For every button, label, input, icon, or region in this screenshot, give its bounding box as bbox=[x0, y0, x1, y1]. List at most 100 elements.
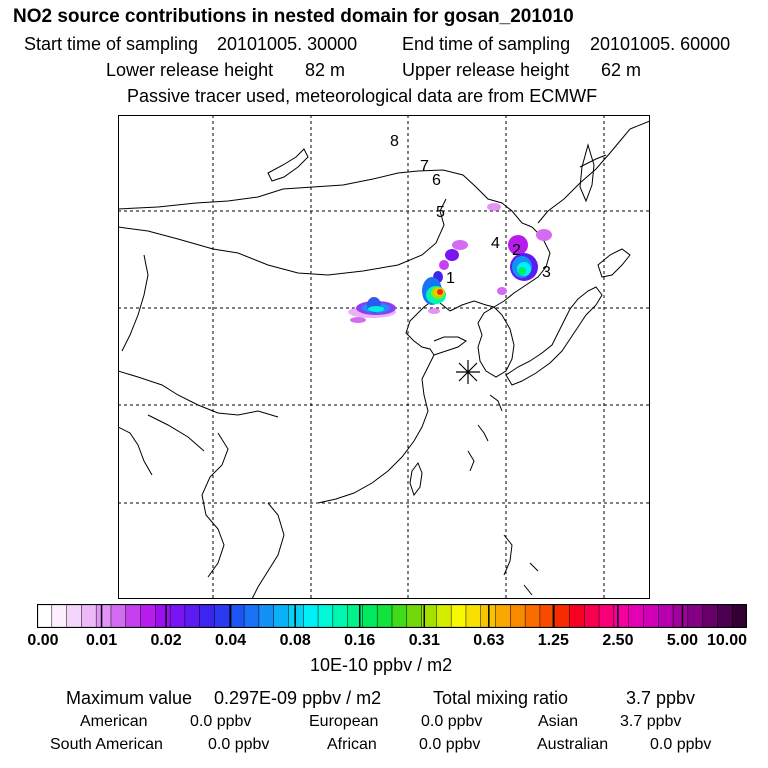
colorbar-cell bbox=[539, 604, 556, 628]
colorbar-cell bbox=[702, 604, 719, 628]
colorbar-cell bbox=[510, 604, 526, 628]
colorbar-cell bbox=[717, 604, 733, 628]
colorbar-tick-label: 0.04 bbox=[215, 632, 247, 649]
colorbar bbox=[37, 604, 747, 628]
colorbar-cell bbox=[599, 604, 615, 628]
plume-central bbox=[422, 240, 468, 314]
colorbar-cell bbox=[110, 604, 127, 628]
colorbar-tick-label: 0.00 bbox=[27, 632, 59, 649]
colorbar-cell bbox=[199, 604, 216, 628]
colorbar-cell bbox=[229, 604, 245, 628]
colorbar-cell bbox=[184, 604, 201, 628]
colorbar-cell bbox=[569, 604, 585, 628]
max-value: 0.297E-09 ppbv / m2 bbox=[214, 688, 382, 708]
total-mixing-label: Total mixing ratio bbox=[433, 688, 569, 708]
colorbar-cell bbox=[96, 604, 112, 628]
colorbar-cell bbox=[155, 604, 171, 628]
colorbar-cell bbox=[613, 604, 630, 628]
colorbar-cell bbox=[421, 604, 437, 628]
plume-east bbox=[487, 203, 552, 295]
region-value: 0.0 ppbv bbox=[419, 736, 481, 753]
colorbar-cell bbox=[81, 604, 97, 628]
region-value: 0.0 ppbv bbox=[190, 713, 252, 730]
source-marker-5: 5 bbox=[436, 204, 445, 221]
receptor-asterisk bbox=[456, 360, 480, 384]
colorbar-cell bbox=[584, 604, 600, 628]
end-time-value: 20101005. 60000 bbox=[590, 34, 731, 54]
start-time-value: 20101005. 30000 bbox=[217, 34, 358, 54]
colorbar-tick-label: 5.00 bbox=[666, 632, 699, 649]
colorbar-cell bbox=[318, 604, 334, 628]
colorbar-cell bbox=[628, 604, 645, 628]
colorbar-cell bbox=[258, 604, 275, 628]
colorbar-cell bbox=[436, 604, 452, 628]
coastlines bbox=[118, 120, 650, 599]
lat-lon-grid bbox=[118, 115, 650, 599]
colorbar-tick-label: 0.16 bbox=[344, 632, 376, 649]
total-mixing-value: 3.7 ppbv bbox=[626, 688, 696, 708]
colorbar-cell bbox=[170, 604, 186, 628]
end-time-label: End time of sampling bbox=[402, 34, 571, 54]
colorbar-cell bbox=[377, 604, 393, 628]
colorbar-cell bbox=[273, 604, 290, 628]
source-contribution-map: 1 2 3 4 5 6 7 8 bbox=[118, 115, 650, 599]
colorbar-cell bbox=[392, 604, 408, 628]
map-frame bbox=[118, 115, 650, 599]
region-name: African bbox=[327, 736, 377, 753]
colorbar-cell bbox=[406, 604, 423, 628]
colorbar-cell bbox=[495, 604, 511, 628]
colorbar-cell bbox=[214, 604, 230, 628]
colorbar-cell bbox=[465, 604, 482, 628]
colorbar-cell bbox=[525, 604, 541, 628]
colorbar-cell bbox=[244, 604, 260, 628]
region-name: Australian bbox=[537, 736, 609, 753]
colorbar-cell bbox=[288, 604, 304, 628]
colorbar-cell bbox=[658, 604, 674, 628]
colorbar-cell bbox=[687, 604, 704, 628]
colorbar-tick-label: 0.31 bbox=[408, 632, 440, 649]
colorbar-tick-label: 0.02 bbox=[150, 632, 182, 649]
colorbar-tick-label: 0.08 bbox=[279, 632, 311, 649]
upper-release-label: Upper release height bbox=[402, 60, 570, 80]
region-name: American bbox=[80, 713, 148, 730]
colorbar-unit: 10E-10 ppbv / m2 bbox=[310, 655, 453, 675]
colorbar-tick-label: 0.63 bbox=[473, 632, 505, 649]
colorbar-tick-label: 0.01 bbox=[85, 632, 118, 649]
colorbar-cell bbox=[347, 604, 364, 628]
source-marker-2: 2 bbox=[512, 242, 521, 259]
page-title: NO2 source contributions in nested domai… bbox=[13, 6, 574, 27]
colorbar-cell bbox=[673, 604, 689, 628]
colorbar-cell bbox=[303, 604, 319, 628]
source-marker-1: 1 bbox=[446, 270, 455, 287]
colorbar-tick-label: 2.50 bbox=[602, 632, 634, 649]
colorbar-cell bbox=[362, 604, 378, 628]
colorbar-cell bbox=[125, 604, 142, 628]
colorbar-cell bbox=[66, 604, 82, 628]
colorbar-cell bbox=[732, 604, 747, 628]
plume-west bbox=[348, 297, 396, 323]
region-name: European bbox=[309, 713, 379, 730]
lower-release-label: Lower release height bbox=[106, 60, 274, 80]
source-marker-8: 8 bbox=[390, 133, 399, 150]
colorbar-cell bbox=[140, 604, 156, 628]
lower-release-value: 82 m bbox=[305, 60, 346, 80]
colorbar-tick-label: 10.00 bbox=[706, 632, 748, 649]
colorbar-tick-label: 1.25 bbox=[537, 632, 569, 649]
region-value: 0.0 ppbv bbox=[208, 736, 270, 753]
region-value: 3.7 ppbv bbox=[620, 713, 682, 730]
start-time-label: Start time of sampling bbox=[24, 34, 199, 54]
colorbar-cell bbox=[643, 604, 659, 628]
region-name: Asian bbox=[538, 713, 579, 730]
upper-release-value: 62 m bbox=[601, 60, 642, 80]
colorbar-cell bbox=[37, 604, 53, 628]
tracer-note: Passive tracer used, meteorological data… bbox=[127, 86, 598, 106]
max-value-label: Maximum value bbox=[66, 688, 193, 708]
colorbar-cell bbox=[554, 604, 571, 628]
source-marker-3: 3 bbox=[542, 264, 551, 281]
colorbar-cell bbox=[451, 604, 467, 628]
colorbar-cell bbox=[332, 604, 349, 628]
region-value: 0.0 ppbv bbox=[421, 713, 483, 730]
source-marker-7: 7 bbox=[420, 158, 429, 175]
source-marker-4: 4 bbox=[491, 235, 500, 252]
region-value: 0.0 ppbv bbox=[650, 736, 712, 753]
